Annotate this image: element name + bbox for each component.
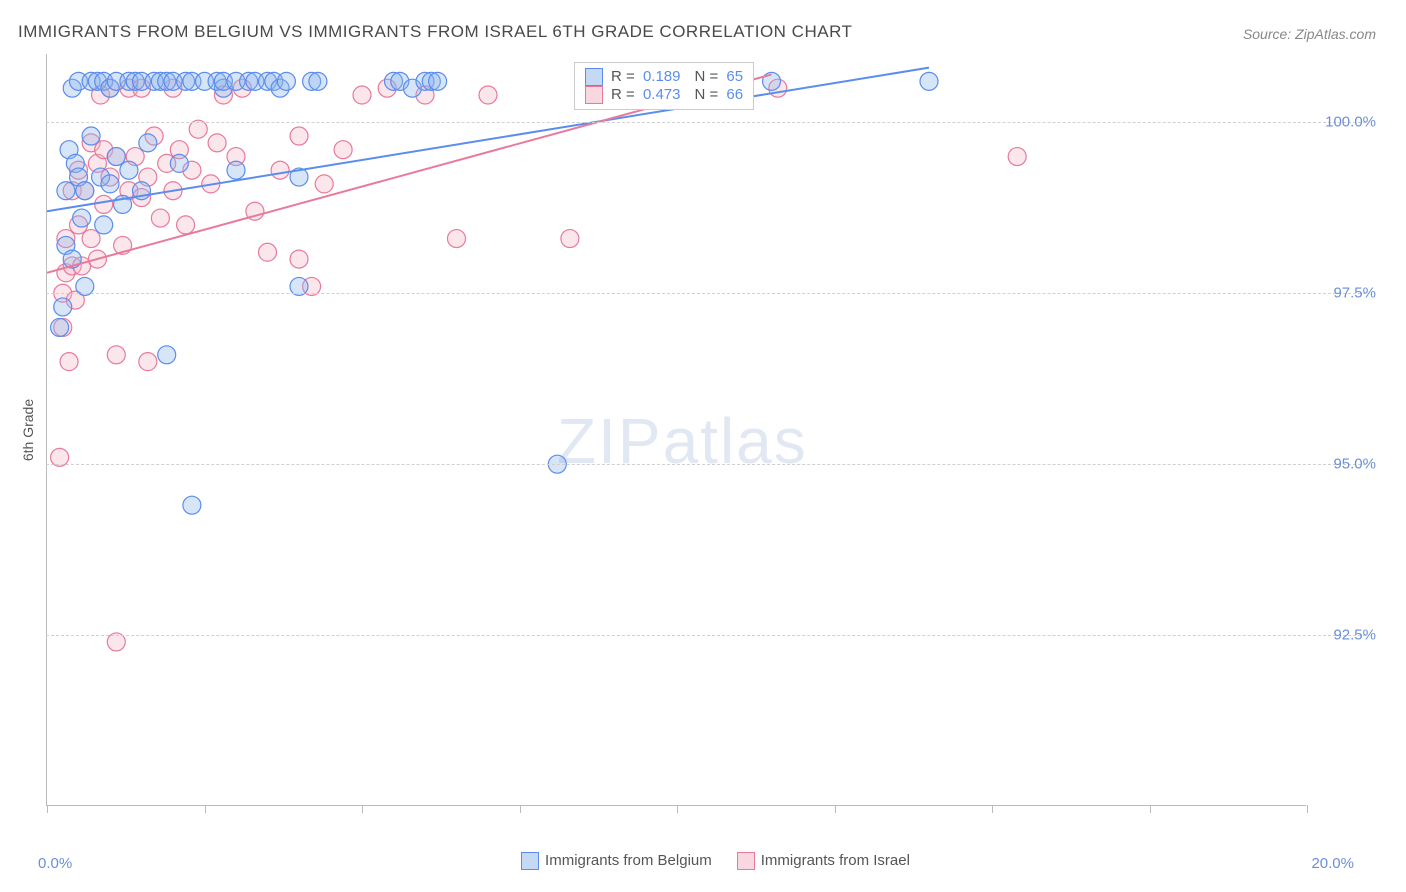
data-point — [334, 141, 352, 159]
data-point — [57, 182, 75, 200]
data-point — [139, 134, 157, 152]
data-point — [158, 346, 176, 364]
source-label: Source: — [1243, 26, 1291, 42]
legend-row: R = 0.189 N = 65 — [585, 68, 743, 86]
r-value: 0.473 — [643, 86, 681, 103]
data-point — [277, 72, 295, 90]
legend-swatch — [585, 86, 603, 104]
plot-area: ZIPatlas R = 0.189N = 65R = 0.473N = 66 — [46, 54, 1306, 806]
data-point — [60, 353, 78, 371]
data-point — [73, 209, 91, 227]
grid-line — [46, 293, 1366, 294]
source-value: ZipAtlas.com — [1295, 26, 1376, 42]
data-point — [107, 148, 125, 166]
data-point — [107, 346, 125, 364]
data-point — [479, 86, 497, 104]
data-point — [170, 154, 188, 172]
y-axis-label: 6th Grade — [20, 399, 36, 461]
data-point — [54, 298, 72, 316]
y-tick-label: 95.0% — [1333, 456, 1376, 473]
data-point — [120, 161, 138, 179]
data-point — [177, 216, 195, 234]
data-point — [95, 195, 113, 213]
grid-line — [46, 122, 1366, 123]
r-value: 0.189 — [643, 68, 681, 85]
data-point — [353, 86, 371, 104]
data-point — [290, 127, 308, 145]
data-point — [208, 134, 226, 152]
x-tick-mark — [1150, 805, 1151, 813]
series-name: Immigrants from Belgium — [545, 852, 712, 869]
x-tick-mark — [205, 805, 206, 813]
data-point — [448, 230, 466, 248]
data-point — [51, 318, 69, 336]
data-point — [290, 250, 308, 268]
legend-swatch — [585, 68, 603, 86]
correlation-legend: R = 0.189 N = 65 R = 0.473 N = 66 — [574, 62, 754, 110]
data-point — [139, 353, 157, 371]
data-point — [1008, 148, 1026, 166]
data-point — [271, 161, 289, 179]
data-point — [259, 243, 277, 261]
x-tick-mark — [1307, 805, 1308, 813]
n-label: N = — [694, 86, 722, 103]
series-legend: Immigrants from Belgium Immigrants from I… — [0, 852, 1406, 870]
data-point — [561, 230, 579, 248]
data-point — [95, 216, 113, 234]
legend-row: R = 0.473 N = 66 — [585, 86, 743, 104]
data-point — [76, 182, 94, 200]
x-tick-mark — [677, 805, 678, 813]
series-swatch — [521, 852, 539, 870]
y-tick-label: 100.0% — [1325, 114, 1376, 131]
grid-line — [46, 635, 1366, 636]
x-tick-mark — [835, 805, 836, 813]
data-point — [920, 72, 938, 90]
n-value: 65 — [726, 68, 743, 85]
data-point — [151, 209, 169, 227]
data-point — [309, 72, 327, 90]
x-tick-mark — [992, 805, 993, 813]
y-tick-label: 97.5% — [1333, 285, 1376, 302]
n-label: N = — [694, 68, 722, 85]
data-point — [183, 496, 201, 514]
n-value: 66 — [726, 86, 743, 103]
data-point — [429, 72, 447, 90]
r-label: R = — [611, 86, 639, 103]
grid-line — [46, 464, 1366, 465]
r-label: R = — [611, 68, 639, 85]
data-point — [101, 175, 119, 193]
x-tick-mark — [47, 805, 48, 813]
series-name: Immigrants from Israel — [761, 852, 910, 869]
series-swatch — [737, 852, 755, 870]
source-attribution: Source: ZipAtlas.com — [1243, 26, 1376, 42]
data-point — [82, 230, 100, 248]
scatter-svg — [47, 54, 1367, 806]
y-tick-label: 92.5% — [1333, 627, 1376, 644]
data-point — [82, 127, 100, 145]
x-tick-mark — [520, 805, 521, 813]
data-point — [315, 175, 333, 193]
data-point — [227, 161, 245, 179]
x-tick-mark — [362, 805, 363, 813]
chart-title: IMMIGRANTS FROM BELGIUM VS IMMIGRANTS FR… — [18, 22, 852, 42]
